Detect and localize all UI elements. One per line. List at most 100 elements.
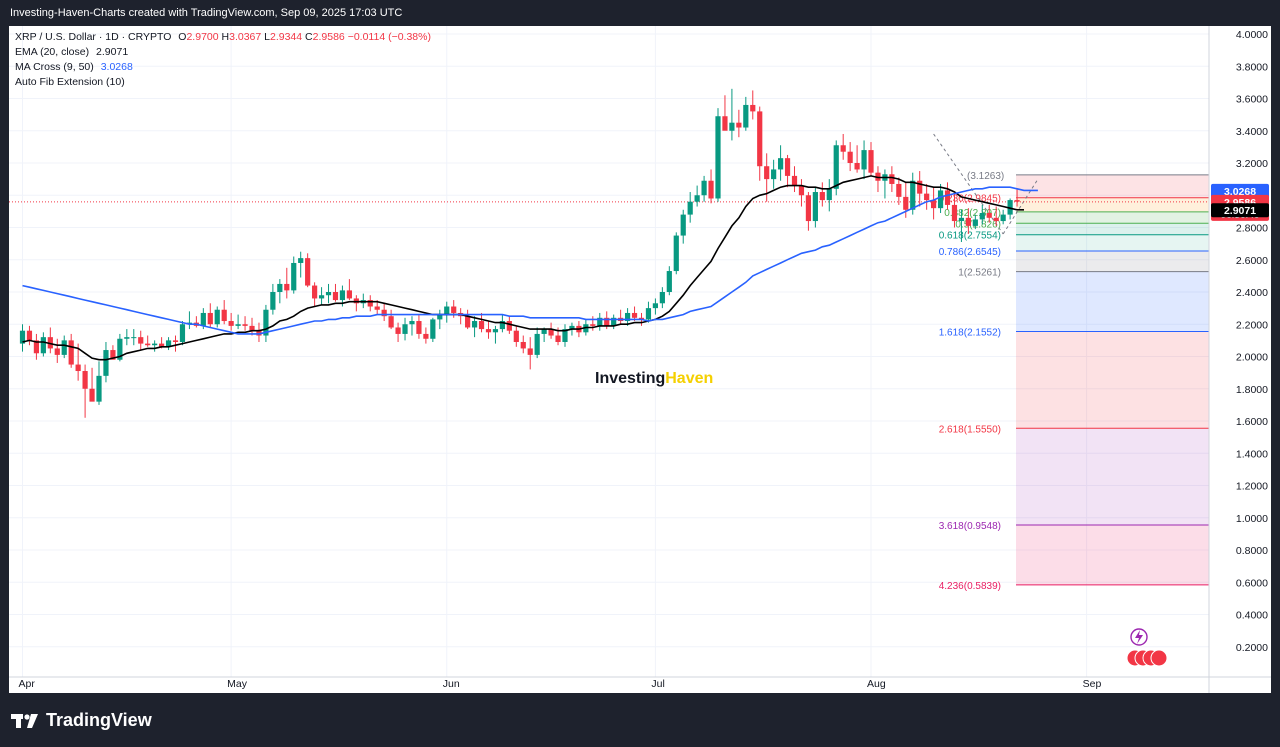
watermark-logo: InvestingHaven — [595, 370, 713, 387]
y-tick-label: 1.6000 — [1236, 416, 1268, 428]
ma-value: 3.0268 — [100, 61, 133, 73]
low-value: 2.9344 — [270, 31, 303, 43]
chart-panel[interactable]: (3.1263) 0.236(2.9845) 0.382(2.897) 0.5(2.8… — [9, 26, 1271, 693]
candle-body — [26, 330, 33, 341]
candle-body — [805, 195, 812, 222]
top-bar: Investing-Haven-Charts created with Trad… — [0, 0, 1280, 26]
candle-body — [666, 271, 672, 292]
candle-body — [645, 308, 652, 320]
candle-body — [868, 150, 874, 173]
candle-body — [708, 180, 714, 199]
candle-body — [847, 151, 853, 163]
candle-body — [131, 337, 137, 339]
candle-body — [833, 145, 839, 189]
high-label: H — [221, 31, 230, 43]
candle-body — [924, 193, 930, 201]
candle-body — [325, 292, 332, 296]
fib-label: 0.618(2.7554) — [939, 231, 1001, 242]
candle-body — [986, 212, 992, 218]
ma-legend-row[interactable]: MA Cross (9, 50) 3.0268 — [15, 60, 431, 75]
candle-body — [416, 321, 422, 334]
x-tick-label: Sep — [1083, 678, 1102, 690]
candle-body — [784, 158, 791, 176]
price-chart[interactable]: (3.1263)0.236(2.9845)0.382(2.897)0.5(2.8… — [9, 26, 1271, 693]
candle-body — [165, 340, 172, 347]
x-tick-label: Apr — [19, 678, 36, 690]
candle-body — [826, 188, 832, 201]
y-tick-label: 3.8000 — [1236, 61, 1268, 73]
candle-body — [555, 335, 561, 342]
candle-body — [207, 312, 213, 325]
change-value: −0.0114 (−0.38%) — [347, 31, 431, 43]
candle-body — [944, 190, 951, 205]
candle-body — [332, 292, 339, 301]
candle-body — [152, 343, 158, 346]
lightning-bolt-icon — [1135, 630, 1143, 644]
candle-body — [221, 309, 227, 322]
fib-zone — [1016, 234, 1209, 251]
fib-label: 0.382(2.897) — [944, 208, 1001, 219]
fib-zone — [1016, 250, 1209, 272]
candle-body — [798, 185, 805, 196]
candle-body — [791, 175, 798, 186]
candle-body — [298, 258, 304, 263]
fib-label: 0.5(2.826) — [955, 219, 1001, 230]
ema-line[interactable] — [22, 175, 1025, 361]
candle-body — [979, 212, 985, 220]
price-tag[interactable] — [1211, 183, 1269, 198]
candle-body — [242, 324, 248, 326]
candle-body — [437, 314, 443, 320]
candle-body — [367, 300, 373, 307]
flag-icon[interactable] — [1150, 649, 1168, 667]
candle-body — [958, 217, 965, 222]
candle-body — [597, 317, 603, 326]
candle-body — [312, 285, 318, 299]
candle-body — [159, 343, 165, 347]
candle-body — [548, 329, 554, 336]
candle-body — [117, 338, 123, 360]
candle-body — [82, 371, 88, 389]
tradingview-logo[interactable]: TradingView — [10, 710, 152, 731]
y-tick-label: 0.8000 — [1236, 545, 1268, 557]
candle-body — [757, 111, 763, 167]
y-tick-label: 1.4000 — [1236, 448, 1268, 460]
fib-zone — [1016, 174, 1209, 198]
fib-legend-row[interactable]: Auto Fib Extension (10) — [15, 75, 431, 90]
candle-body — [75, 364, 81, 372]
candle-body — [270, 292, 276, 310]
candle-body — [861, 150, 867, 170]
candle-body — [388, 316, 394, 328]
candle-body — [687, 201, 693, 215]
fib-label: 3.618(0.9548) — [939, 521, 1001, 532]
candle-body — [145, 343, 151, 346]
candle-body — [812, 192, 818, 222]
candle-body — [68, 340, 74, 365]
y-tick-label: 2.4000 — [1236, 287, 1268, 299]
candle-body — [492, 329, 499, 333]
close-label: C — [305, 31, 313, 43]
candle-body — [339, 290, 346, 301]
y-tick-label: 0.6000 — [1236, 577, 1268, 589]
candle-body — [430, 319, 436, 339]
ma-cross-line[interactable] — [22, 186, 1038, 335]
candle-body — [40, 337, 46, 354]
candle-body — [124, 337, 130, 339]
ema-legend-row[interactable]: EMA (20, close) 2.9071 — [15, 45, 431, 60]
x-tick-label: Jun — [443, 678, 460, 690]
candle-body — [54, 348, 60, 355]
candle-body — [729, 122, 735, 131]
symbol-row[interactable]: XRP / U.S. Dollar · 1D · CRYPTO O2.9700 … — [15, 30, 431, 45]
candle-body — [33, 340, 40, 354]
candle-body — [701, 180, 707, 196]
y-tick-label: 3.6000 — [1236, 94, 1268, 106]
y-tick-label: 2.2000 — [1236, 319, 1268, 331]
y-tick-label: 1.8000 — [1236, 384, 1268, 396]
candle-body — [110, 350, 116, 360]
candle-body — [527, 348, 533, 355]
candle-body — [604, 317, 610, 326]
candle-body — [138, 337, 144, 344]
candle-body — [777, 158, 784, 170]
price-tag[interactable] — [1211, 203, 1269, 218]
candle-body — [736, 122, 742, 128]
candle-body — [263, 309, 269, 336]
